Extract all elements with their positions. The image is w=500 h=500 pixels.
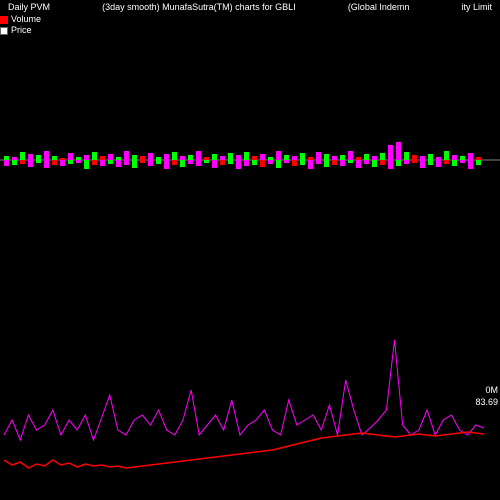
header-left: Daily PVM <box>8 2 50 12</box>
header-mid1: (3day smooth) MunafaSutra(TM) charts for… <box>102 2 296 12</box>
legend: Volume Price <box>0 14 41 36</box>
legend-volume-label: Volume <box>11 14 41 25</box>
price-swatch <box>0 27 8 35</box>
legend-price-label: Price <box>11 25 32 36</box>
volume-swatch <box>0 16 8 24</box>
header-mid2: (Global Indemn <box>348 2 410 12</box>
legend-price: Price <box>0 25 41 36</box>
label-price-last: 83.69 <box>475 397 498 407</box>
chart-canvas <box>0 40 500 500</box>
header-right: ity Limit <box>461 2 492 12</box>
chart-header: Daily PVM (3day smooth) MunafaSutra(TM) … <box>0 0 500 14</box>
label-zero-m: 0M <box>485 385 498 395</box>
legend-volume: Volume <box>0 14 41 25</box>
